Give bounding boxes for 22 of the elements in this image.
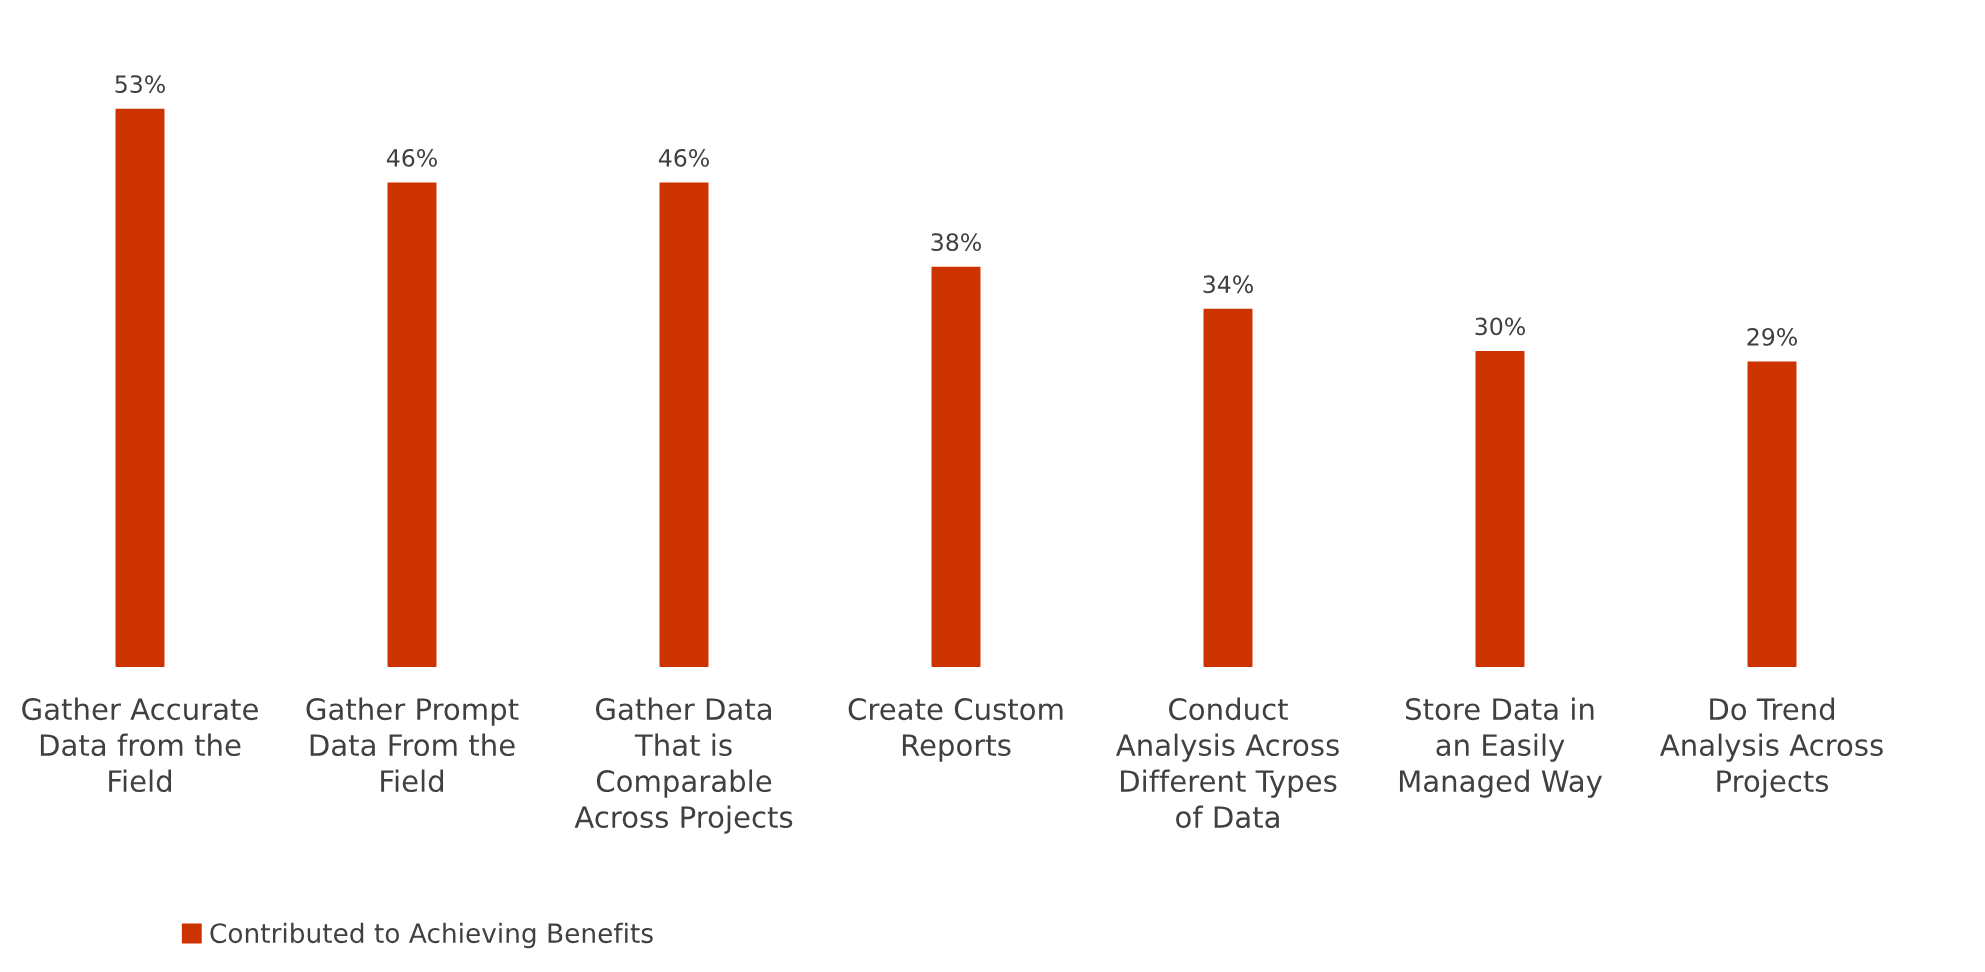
bar xyxy=(659,182,709,667)
data-label: 53% xyxy=(115,75,165,94)
bar xyxy=(115,108,165,667)
data-label: 46% xyxy=(658,148,709,167)
x-tick-label: Gather Accurate Data from the Field xyxy=(22,697,258,793)
x-tick-label: Gather Prompt Data From the Field xyxy=(306,697,519,793)
bar xyxy=(931,266,981,667)
data-label: 38% xyxy=(931,233,981,252)
x-tick-label: Conduct Analysis Across Different Types of Data xyxy=(1115,697,1339,829)
bar xyxy=(387,182,437,667)
bar xyxy=(1203,308,1253,667)
data-label: 46% xyxy=(386,148,437,167)
x-tick-label: Store Data in an Easily Managed Way xyxy=(1399,697,1602,798)
legend-label: Contributed to Achieving Benefits xyxy=(210,922,653,949)
bar xyxy=(1475,351,1525,667)
data-label: 30% xyxy=(1475,317,1525,336)
data-label: 34% xyxy=(1203,275,1253,294)
data-label: 29% xyxy=(1747,327,1797,346)
x-tick-label: Do Trend Analysis Across Projects xyxy=(1659,697,1883,798)
x-tick-label: Create Custom Reports xyxy=(848,698,1063,762)
x-tick-label: Gather Data That is Comparable Across Projects xyxy=(574,697,793,834)
bar xyxy=(1747,361,1797,667)
